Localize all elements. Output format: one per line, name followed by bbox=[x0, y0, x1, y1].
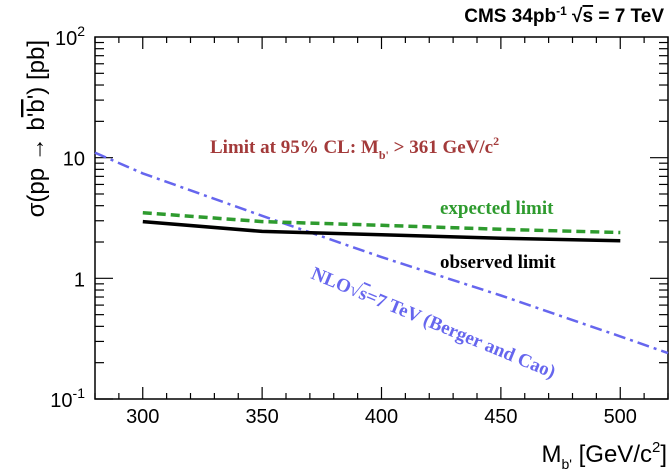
series-group bbox=[94, 151, 669, 355]
x-tick-label: 500 bbox=[604, 406, 637, 428]
x-axis-label: Mb' [GeV/c2] bbox=[541, 439, 667, 469]
y-tick-label: 1 bbox=[74, 269, 85, 291]
limit-annotation: Limit at 95% CL: Mb' > 361 GeV/c2 bbox=[210, 134, 499, 162]
x-tick-label: 450 bbox=[484, 406, 517, 428]
x-tick-label: 300 bbox=[126, 406, 159, 428]
series-line-solid bbox=[142, 219, 621, 243]
plot-frame bbox=[94, 36, 669, 400]
observed-limit-label: observed limit bbox=[440, 252, 556, 273]
y-tick-labels: 102 10 1 10-1 bbox=[50, 23, 85, 412]
axis-ticks bbox=[94, 37, 669, 400]
chart-title: CMS 34pb-1 √s = 7 TeV bbox=[464, 4, 664, 27]
y-tick-label: 10-1 bbox=[50, 385, 85, 412]
y-tick-label: 10 bbox=[63, 149, 85, 171]
series-line-dashed bbox=[142, 210, 621, 235]
y-tick-label: 102 bbox=[55, 23, 85, 50]
nlo-theory-label: NLO√s=7 TeV (Berger and Cao) bbox=[308, 263, 558, 383]
expected-limit-label: expected limit bbox=[440, 198, 554, 219]
x-tick-label: 350 bbox=[245, 406, 278, 428]
x-tick-label: 400 bbox=[365, 406, 398, 428]
x-tick-labels: 300 350 400 450 500 bbox=[126, 406, 637, 428]
y-axis-label: σ(pp → b'b') [pb] bbox=[23, 40, 50, 217]
series-line-dashdot bbox=[94, 151, 669, 355]
